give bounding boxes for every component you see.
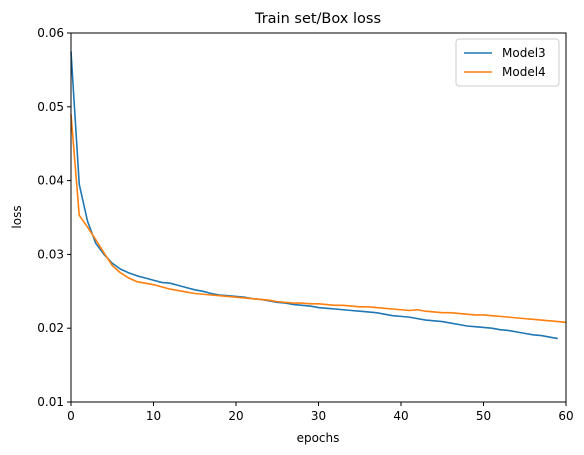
y-tick-label: 0.04	[37, 174, 64, 188]
x-tick-label: 60	[558, 409, 573, 423]
x-tick-label: 20	[228, 409, 243, 423]
y-axis-label: loss	[10, 205, 24, 228]
x-tick-label: 50	[476, 409, 491, 423]
series-line-model4	[70, 114, 567, 324]
legend: Model3 Model4	[455, 38, 560, 87]
legend-box	[455, 38, 560, 87]
x-tick-label: 30	[311, 409, 326, 423]
y-axis: 0.01 0.02 0.03 0.04 0.05 0.06	[37, 26, 71, 409]
y-tick-label: 0.06	[37, 26, 64, 40]
y-tick-label: 0.02	[37, 321, 64, 335]
y-tick-label: 0.03	[37, 247, 64, 261]
chart-title: Train set/Box loss	[254, 11, 381, 27]
y-tick-label: 0.01	[37, 395, 64, 409]
x-tick-label: 40	[393, 409, 408, 423]
x-axis: 0 10 20 30 40 50 60	[67, 402, 574, 423]
x-axis-label: epochs	[297, 431, 340, 445]
legend-label-model3: Model3	[502, 46, 546, 60]
series-line-model3	[70, 51, 558, 340]
legend-label-model4: Model4	[502, 65, 546, 79]
x-tick-label: 0	[67, 409, 75, 423]
y-tick-label: 0.05	[37, 100, 64, 114]
x-tick-label: 10	[146, 409, 161, 423]
plot-area	[70, 51, 567, 340]
